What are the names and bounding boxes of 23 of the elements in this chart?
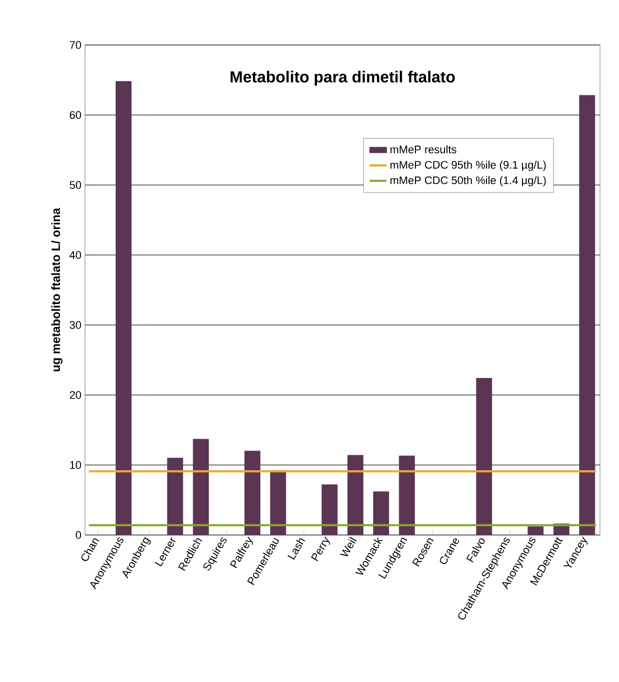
bar — [322, 484, 338, 535]
bar — [476, 378, 492, 535]
y-tick-label: 20 — [70, 391, 82, 399]
y-tick-label: 30 — [70, 321, 82, 329]
legend-label: mMeP CDC 95th %ile (9.1 µg/L) — [390, 160, 546, 171]
y-tick-label: 40 — [70, 251, 82, 259]
bar — [347, 455, 364, 535]
y-tick-label: 0 — [76, 531, 82, 539]
bar — [398, 456, 415, 535]
text: Metabolito para dimetil ftalato — [230, 70, 455, 86]
y-tick-label: 70 — [70, 41, 82, 49]
y-tick-label: 10 — [70, 461, 82, 469]
legend-label: mMeP results — [390, 145, 456, 154]
y-tick-label: 60 — [70, 111, 82, 119]
legend-label: mMeP CDC 50th %ile (1.4 µg/L) — [390, 176, 546, 186]
bar — [167, 458, 184, 535]
bar — [192, 438, 209, 535]
bar — [116, 81, 132, 535]
bar — [270, 470, 286, 535]
bar — [579, 95, 596, 535]
y-tick-label: 50 — [70, 181, 82, 189]
y-axis-title: ug metabolito ftalato L/ orina — [51, 208, 62, 372]
bar — [244, 450, 260, 535]
